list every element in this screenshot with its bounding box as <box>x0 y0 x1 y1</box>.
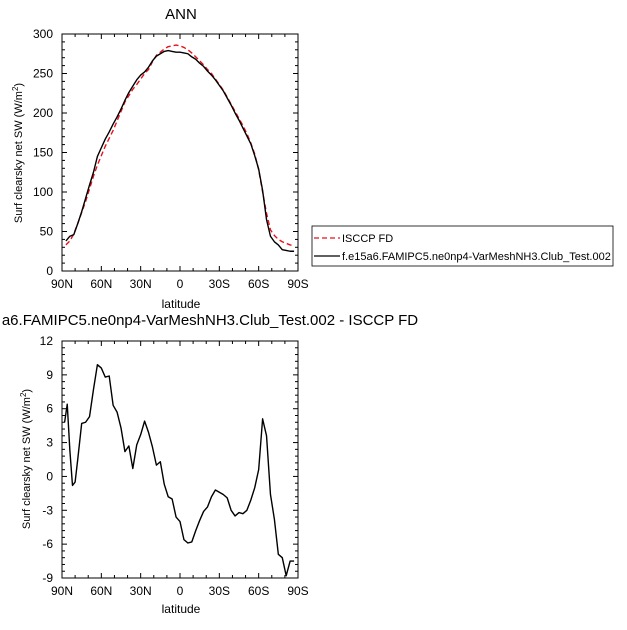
top-y-tick-label: 150 <box>33 146 53 160</box>
legend-label-model: f.e15a6.FAMIPC5.ne0np4-VarMeshNH3.Club_T… <box>342 251 611 263</box>
bottom-x-axis-label: latitude <box>162 602 201 616</box>
bottom-y-tick-label: 12 <box>40 334 54 348</box>
bottom-y-tick-label: -9 <box>42 571 53 585</box>
bottom-x-tick-label: 90N <box>51 584 73 598</box>
bottom-y-tick-label: -3 <box>42 503 53 517</box>
top-x-tick-label: 60N <box>90 277 112 291</box>
bottom-panel: a6.FAMIPC5.ne0np4-VarMeshNH3.Club_Test.0… <box>2 312 418 616</box>
top-y-tick-label: 0 <box>46 264 53 278</box>
bottom-title: a6.FAMIPC5.ne0np4-VarMeshNH3.Club_Test.0… <box>2 312 418 329</box>
bottom-x-tick-label: 90S <box>287 584 308 598</box>
bottom-y-axis-label: Surf clearsky net SW (W/m2) <box>19 389 33 529</box>
bottom-y-tick-label: 3 <box>46 436 53 450</box>
bottom-x-tick-label: 30N <box>130 584 152 598</box>
bottom-x-tick-label: 0 <box>177 584 184 598</box>
top-legend: ISCCP FD f.e15a6.FAMIPC5.ne0np4-VarMeshN… <box>311 225 614 267</box>
top-series-line-1 <box>65 49 295 252</box>
legend-box <box>311 225 614 267</box>
bottom-y-tick-label: 0 <box>46 469 53 483</box>
top-x-tick-label: 30S <box>209 277 230 291</box>
top-x-tick-label: 90S <box>287 277 308 291</box>
top-y-tick-label: 300 <box>33 27 53 41</box>
top-x-axis-label: latitude <box>162 297 201 311</box>
top-x-tick-label: 0 <box>177 277 184 291</box>
top-x-tick-label: 60S <box>248 277 269 291</box>
legend-label-isccp: ISCCP FD <box>342 233 393 245</box>
bottom-x-tick-label: 60N <box>90 584 112 598</box>
bottom-y-tick-label: -6 <box>42 537 53 551</box>
top-y-axis-label: Surf clearsky net SW (W/m2) <box>11 83 25 223</box>
top-panel: ANN latitude Surf clearsky net SW (W/m2)… <box>11 6 309 311</box>
top-plot-frame <box>61 33 299 272</box>
bottom-series-line-0 <box>63 364 295 577</box>
bottom-x-tick-label: 30S <box>209 584 230 598</box>
top-y-tick-label: 250 <box>33 67 53 81</box>
top-y-tick-label: 200 <box>33 106 53 120</box>
top-series-line-0 <box>65 44 295 247</box>
bottom-y-tick-label: 9 <box>46 368 53 382</box>
top-title: ANN <box>165 6 197 23</box>
bottom-plot-frame <box>61 340 299 579</box>
top-y-tick-label: 100 <box>33 185 53 199</box>
top-y-tick-label: 50 <box>40 225 54 239</box>
bottom-y-tick-label: 6 <box>46 402 53 416</box>
bottom-x-tick-label: 60S <box>248 584 269 598</box>
top-x-tick-label: 30N <box>130 277 152 291</box>
top-x-tick-label: 90N <box>51 277 73 291</box>
